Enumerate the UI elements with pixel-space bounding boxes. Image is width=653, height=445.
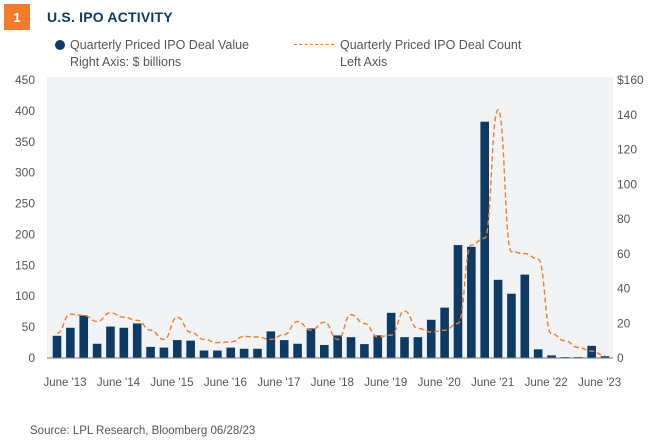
legend-count-axis: Left Axis: [340, 55, 388, 69]
x-axis-tick: June '13: [43, 377, 86, 389]
value-bar: [467, 246, 476, 358]
left-axis-tick: 200: [15, 227, 35, 241]
value-bar: [346, 337, 356, 358]
x-axis-tick: June '22: [525, 377, 568, 389]
x-axis-tick: June '18: [311, 377, 354, 389]
chart-title: U.S. IPO ACTIVITY: [47, 9, 173, 25]
value-bar: [400, 337, 409, 358]
value-bar: [253, 348, 262, 358]
left-axis-tick: 400: [15, 104, 35, 118]
value-bar: [480, 121, 490, 358]
x-axis-tick: June '15: [150, 377, 193, 389]
value-bar: [199, 350, 209, 358]
legend-value-label: Quarterly Priced IPO Deal Value: [70, 38, 250, 52]
value-bar: [119, 327, 129, 358]
value-bar: [239, 348, 249, 358]
right-axis-tick: 0: [617, 351, 624, 365]
value-bar: [333, 335, 342, 358]
value-bar: [92, 343, 102, 358]
value-bar: [132, 323, 142, 358]
legend-count-label: Quarterly Priced IPO Deal Count: [340, 38, 522, 52]
value-bar: [66, 327, 75, 358]
right-axis-tick: 140: [617, 108, 637, 122]
left-axis-tick: 150: [15, 258, 35, 272]
value-bar: [106, 326, 115, 358]
right-axis-tick: $160: [617, 73, 644, 87]
value-bar: [587, 345, 596, 358]
legend-dash-icon: [294, 44, 334, 45]
value-bar: [533, 349, 543, 358]
value-bar: [159, 347, 169, 358]
value-bar: [413, 337, 423, 358]
value-bar: [266, 331, 276, 358]
left-axis-tick: 300: [15, 166, 35, 180]
value-bar: [360, 344, 369, 358]
left-axis-tick: 350: [15, 135, 35, 149]
value-bar: [507, 293, 516, 358]
x-axis-tick: June '16: [204, 377, 247, 389]
left-axis-tick: 0: [28, 351, 35, 365]
x-axis-tick: June '20: [418, 377, 461, 389]
legend-deal-value: Quarterly Priced IPO Deal Value Right Ax…: [55, 37, 249, 71]
value-bar: [172, 340, 182, 358]
right-axis-tick: 80: [617, 212, 631, 226]
right-axis-tick: 60: [617, 247, 631, 261]
value-bar: [520, 274, 530, 358]
source-note: Source: LPL Research, Bloomberg 06/28/23: [30, 425, 256, 437]
x-axis-tick: June '19: [364, 377, 407, 389]
left-axis-tick: 450: [15, 73, 35, 87]
value-bar: [186, 340, 195, 358]
value-bar: [373, 335, 383, 358]
x-axis-tick: June '14: [97, 377, 141, 389]
value-bar: [493, 279, 503, 358]
legend-value-axis: Right Axis: $ billions: [70, 55, 182, 69]
left-axis-tick: 100: [15, 289, 35, 303]
legend-deal-count: Quarterly Priced IPO Deal Count Left Axi…: [294, 37, 521, 71]
value-bar: [226, 347, 236, 358]
value-bar: [146, 346, 155, 358]
value-bar: [426, 319, 436, 358]
value-bar: [293, 343, 302, 358]
x-axis-tick: June '23: [578, 377, 621, 389]
left-axis-tick: 50: [22, 320, 36, 334]
x-axis-tick: June '17: [257, 377, 300, 389]
value-bar: [213, 350, 222, 358]
value-bar: [320, 344, 329, 358]
plot-area: [47, 77, 613, 358]
chart-number-badge: 1: [4, 4, 30, 30]
right-axis-tick: 120: [617, 143, 637, 157]
x-axis-tick: June '21: [471, 377, 514, 389]
deal-count-line: [56, 108, 606, 357]
value-bar: [52, 335, 62, 358]
value-bar: [279, 340, 289, 358]
value-bar: [79, 315, 89, 358]
value-bar: [600, 356, 610, 358]
right-axis-tick: 20: [617, 316, 631, 330]
right-axis-tick: 40: [617, 282, 631, 296]
legend-dot-icon: [55, 40, 65, 50]
left-axis-tick: 250: [15, 197, 35, 211]
value-bar: [440, 307, 449, 358]
right-axis-tick: 100: [617, 177, 637, 191]
value-bar: [306, 328, 316, 358]
value-bar: [547, 355, 556, 358]
value-bar: [453, 245, 463, 358]
